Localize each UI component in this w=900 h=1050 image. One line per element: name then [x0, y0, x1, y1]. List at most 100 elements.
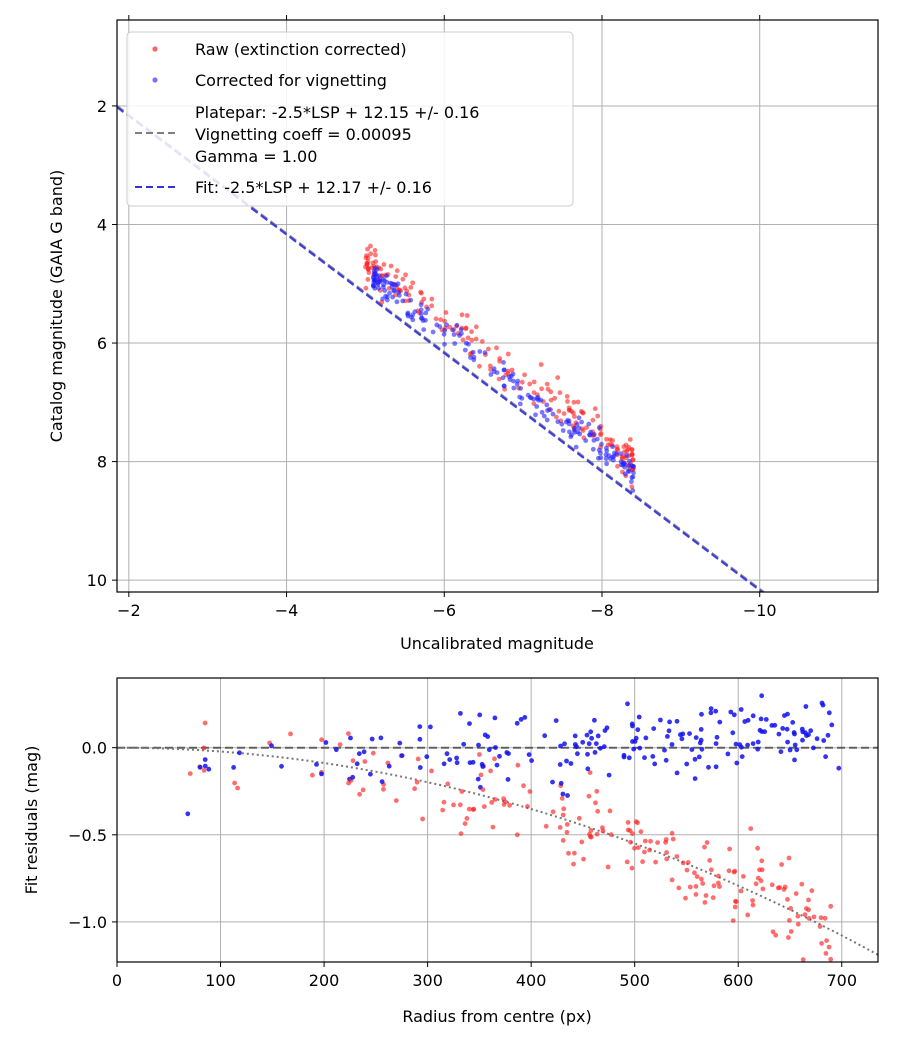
top-corrected-point	[418, 307, 424, 313]
bottom-corrected-point	[492, 715, 498, 721]
top-corrected-point	[630, 474, 636, 480]
bottom-raw-point	[711, 883, 717, 889]
legend-corrected-label: Corrected for vignetting	[195, 71, 387, 90]
top-corrected-point	[494, 370, 500, 375]
bottom-corrected-point	[706, 764, 711, 770]
bottom-raw-point	[655, 840, 660, 845]
bottom-corrected-point	[197, 764, 203, 770]
bottom-scatter-points	[185, 693, 842, 962]
bottom-raw-point	[629, 865, 635, 871]
bottom-raw-point	[202, 720, 208, 726]
bottom-raw-point	[595, 808, 601, 814]
bottom-raw-point	[793, 891, 799, 896]
top-raw-point	[598, 431, 604, 436]
bottom-raw-point	[727, 846, 732, 852]
bottom-raw-point	[738, 888, 744, 894]
bottom-corrected-point	[665, 734, 670, 739]
top-y-tick-label: 6	[97, 334, 107, 353]
bottom-corrected-point	[625, 701, 630, 707]
bottom-raw-point	[579, 839, 585, 845]
bottom-raw-point	[642, 838, 648, 844]
bottom-corrected-point	[444, 751, 450, 757]
bottom-corrected-point	[651, 726, 657, 731]
bottom-raw-point	[550, 809, 556, 815]
top-corrected-point	[450, 327, 455, 333]
bottom-corrected-point	[635, 727, 641, 733]
bottom-raw-point	[757, 867, 762, 873]
bottom-raw-point	[804, 906, 809, 911]
bottom-raw-point	[628, 839, 633, 845]
top-corrected-point	[491, 366, 497, 371]
top-corrected-point	[515, 378, 521, 384]
bottom-corrected-point	[585, 751, 590, 757]
bottom-corrected-point	[575, 751, 580, 757]
bottom-corrected-point	[606, 772, 612, 778]
bottom-raw-point	[608, 832, 614, 837]
bottom-raw-point	[566, 850, 571, 856]
bottom-corrected-point	[750, 713, 756, 719]
top-raw-point	[429, 296, 435, 302]
bottom-raw-point	[319, 737, 324, 743]
top-corrected-point	[390, 294, 395, 300]
bottom-corrected-point	[629, 721, 635, 727]
bottom-ticks: 0 100 200 300 400 500 600 700 0.0 −0.5 −1.0	[68, 739, 857, 990]
top-raw-point	[572, 414, 577, 419]
bottom-raw-point	[716, 880, 721, 886]
bottom-corrected-point	[231, 765, 237, 770]
top-corrected-point	[437, 324, 443, 329]
bottom-y-axis-label: Fit residuals (mag)	[22, 746, 41, 895]
bottom-corrected-point	[763, 717, 769, 722]
top-raw-point	[625, 446, 631, 452]
top-corrected-point	[384, 297, 390, 303]
bottom-corrected-point	[778, 749, 784, 755]
bottom-y-tick-label: −0.5	[68, 826, 107, 845]
bottom-corrected-point	[428, 724, 433, 730]
top-raw-point	[538, 362, 544, 367]
top-corrected-point	[410, 317, 416, 323]
bottom-x-tick-label: 200	[309, 971, 340, 990]
top-corrected-point	[541, 413, 547, 419]
top-corrected-point	[571, 427, 577, 433]
bottom-corrected-point	[333, 747, 339, 753]
bottom-raw-point	[664, 850, 669, 855]
bottom-raw-point	[732, 904, 738, 910]
top-raw-point	[519, 379, 525, 385]
bottom-raw-point	[561, 806, 567, 812]
bottom-corrected-point	[542, 733, 548, 739]
bottom-raw-point	[759, 858, 765, 864]
bottom-corrected-point	[759, 693, 765, 699]
bottom-corrected-point	[323, 740, 329, 745]
top-corrected-point	[560, 428, 566, 433]
top-corrected-point	[626, 463, 632, 469]
bottom-raw-point	[733, 898, 738, 904]
top-raw-point	[473, 336, 479, 342]
top-corrected-point	[525, 392, 531, 398]
bottom-raw-point	[581, 856, 586, 862]
bottom-corrected-point	[467, 721, 472, 726]
bottom-raw-point	[824, 938, 829, 943]
bottom-raw-point	[806, 897, 811, 903]
top-raw-point	[381, 262, 387, 267]
bottom-raw-point	[559, 796, 565, 801]
bottom-corrected-point	[637, 745, 643, 751]
top-corrected-point	[501, 383, 507, 389]
bottom-raw-point	[477, 752, 482, 757]
bottom-raw-point	[750, 898, 755, 903]
bottom-raw-point	[337, 742, 343, 747]
bottom-corrected-point	[769, 723, 775, 728]
bottom-raw-point	[684, 867, 690, 873]
bottom-corrected-point	[621, 754, 627, 760]
bottom-raw-point	[806, 916, 812, 921]
bottom-corrected-point	[454, 755, 459, 761]
bottom-raw-point	[607, 808, 613, 814]
bottom-corrected-point	[708, 706, 714, 711]
bottom-raw-point	[716, 873, 721, 879]
magnitude-plot: −2 −4 −6 −8 −10 2 4 6 8 10 Uncalibrated magnitude…	[47, 15, 879, 653]
bottom-grid	[117, 678, 878, 962]
top-corrected-point	[568, 434, 574, 440]
bottom-raw-point	[624, 859, 630, 865]
top-raw-point	[621, 444, 627, 450]
bottom-raw-point	[576, 815, 582, 821]
top-corrected-point	[444, 322, 449, 328]
